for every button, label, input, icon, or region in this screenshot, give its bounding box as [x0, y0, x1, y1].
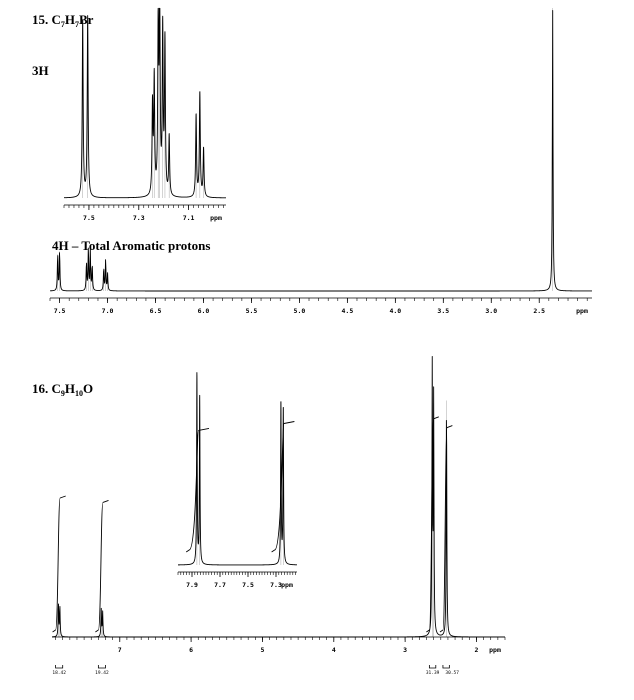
s16-inset-tick-label-2: 7.5 [242, 581, 254, 589]
s15-main-tick-label-6: 4.5 [342, 307, 354, 315]
spectrum-16-title: 16. C9H10O [32, 381, 93, 398]
s15-main-tick-label-4: 5.5 [246, 307, 258, 315]
s15-main-tick-label-8: 3.5 [437, 307, 449, 315]
s16-inset-xlabel: ppm [281, 581, 293, 589]
s16-main-tick-label-1: 6 [189, 646, 193, 654]
s16-main-trace [51, 356, 506, 638]
s16-main-integral-2 [426, 416, 439, 633]
s15-main-tick-label-5: 5.0 [294, 307, 306, 315]
s16-main-tick-label-0: 7 [118, 646, 122, 654]
s16-inset-tick-label-0: 7.9 [186, 581, 198, 589]
s16-main-tick-label-2: 5 [260, 646, 264, 654]
s16-inset-integral-1 [271, 421, 295, 553]
s15-main-trace [49, 10, 593, 292]
s15-inset-xlabel: ppm [210, 214, 222, 222]
s16-main-xlabel: ppm [489, 646, 501, 654]
s16-main-tick-label-4: 3 [403, 646, 407, 654]
s15-inset-tick-label-0: 7.5 [83, 214, 95, 222]
spectrum-15-annotation-3h: 3H [32, 63, 49, 78]
s16-main-tick-label-3: 4 [332, 646, 336, 654]
s16-main-integral-label-3: 30.57 [445, 670, 459, 676]
s15-inset-tick-label-2: 7.1 [183, 214, 195, 222]
s15-main-tick-label-10: 2.5 [533, 307, 545, 315]
s16-main-integral-bracket-0 [55, 665, 64, 669]
s16-inset-trace [177, 372, 298, 566]
s16-main-integral-label-2: 31.39 [426, 670, 440, 676]
spectrum-16-inset-plot: 7.9 7.7 7.5 7.3 ppm [177, 372, 298, 589]
s15-main-tick-label-2: 6.5 [150, 307, 162, 315]
s15-inset-trace [63, 7, 227, 199]
s16-main-integral-bracket-1 [97, 665, 106, 669]
s15-main-tick-label-9: 3.0 [485, 307, 497, 315]
s15-main-xlabel: ppm [576, 307, 588, 315]
s15-main-tick-label-7: 4.0 [389, 307, 401, 315]
s16-main-integral-bracket-2 [428, 665, 437, 669]
spectrum-16-main-plot: 7 6 5 4 3 2 ppm 18.42 19.42 31.39 30.57 [51, 356, 506, 676]
s16-main-integral-3 [439, 425, 453, 633]
spectrum-15-title: 15. C7H7Br [32, 12, 94, 29]
s15-main-tick-label-0: 7.5 [54, 307, 66, 315]
spectrum-15-main-plot: 7.5 7.0 6.5 6.0 5.5 5.0 4.5 4.0 3.5 3.0 2.5 ppm [49, 8, 593, 315]
s15-inset-tick-label-1: 7.3 [133, 214, 145, 222]
s16-main-integral-bracket-3 [442, 665, 450, 669]
s16-main-integral-label-0: 18.42 [52, 670, 66, 676]
s16-inset-integral-0 [185, 427, 210, 553]
s15-main-tick-label-3: 6.0 [198, 307, 210, 315]
s15-main-tick-label-1: 7.0 [102, 307, 114, 315]
s16-main-tick-label-5: 2 [475, 646, 479, 654]
s16-inset-tick-label-1: 7.7 [214, 581, 226, 589]
spectrum-15-annotation-aromatic: 4H – Total Aromatic protons [52, 238, 210, 253]
spectrum-15-inset-plot: 7.5 7.3 7.1 ppm [63, 7, 227, 222]
s16-main-integral-label-1: 19.42 [95, 670, 109, 676]
s16-main-integral-1 [95, 499, 109, 633]
s16-inset-tick-label-3: 7.3 [270, 581, 282, 589]
s16-main-integral-0 [52, 495, 66, 633]
